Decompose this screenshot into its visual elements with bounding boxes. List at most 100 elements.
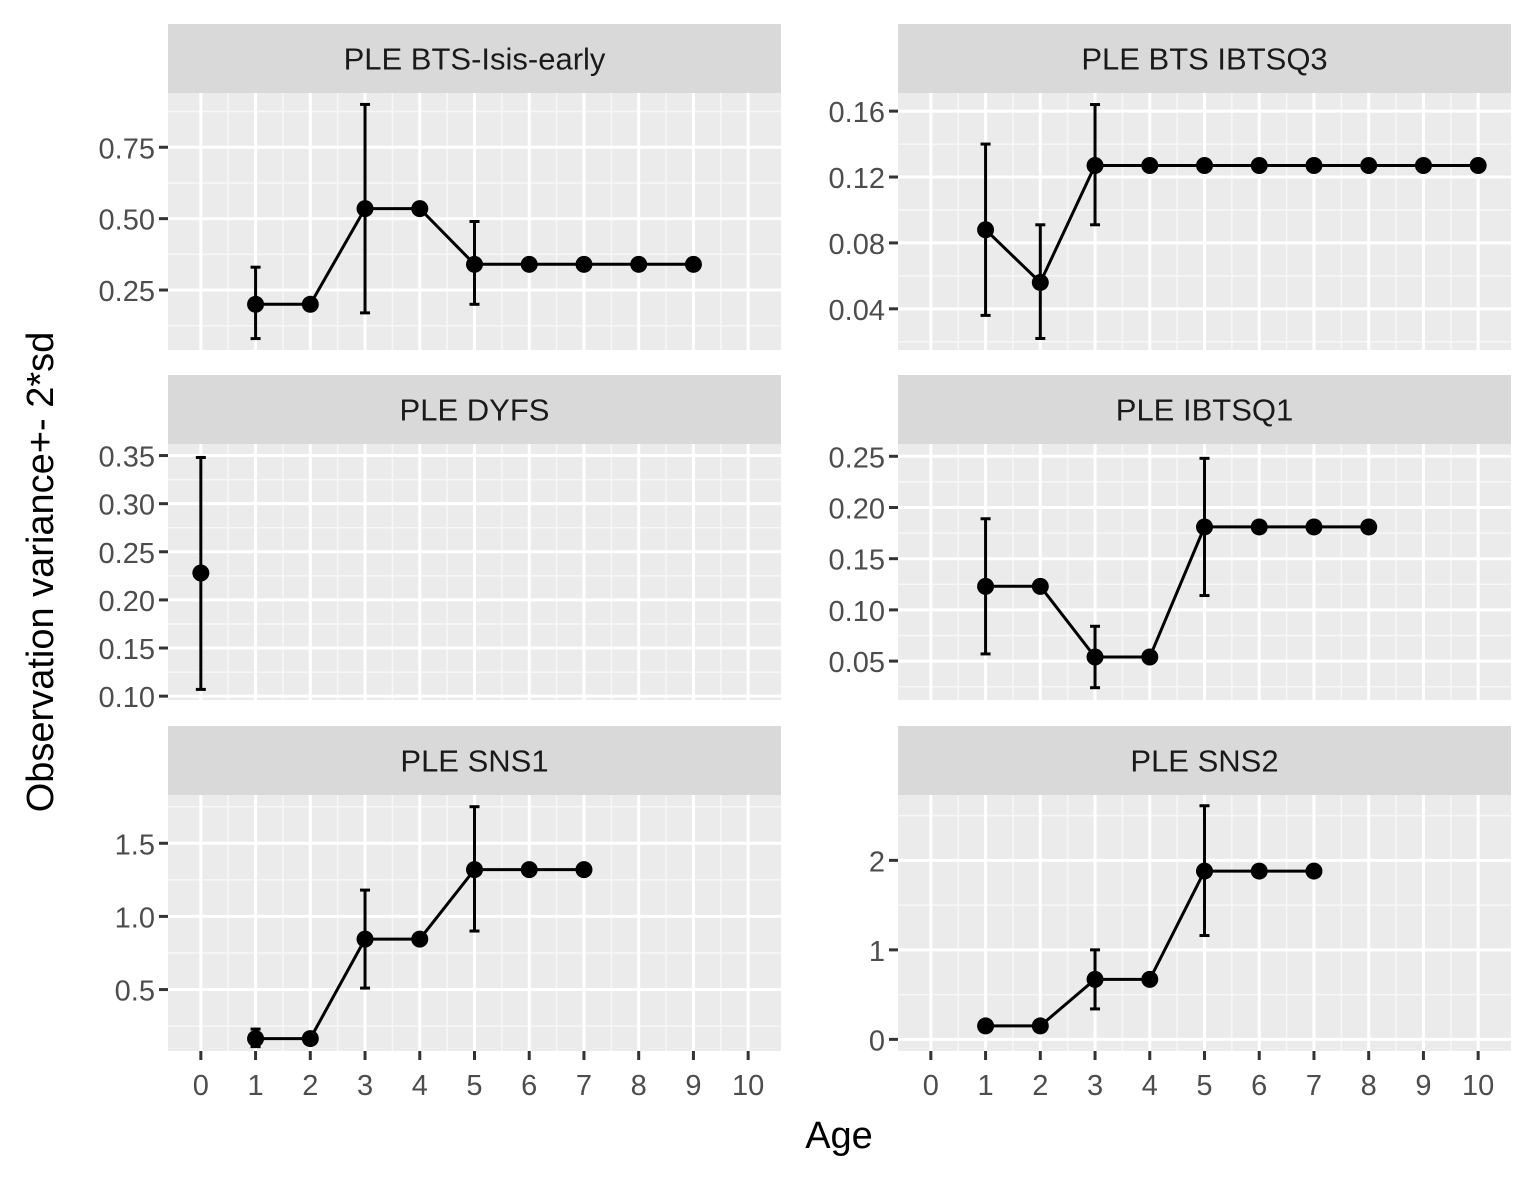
x-tick-label: 0 [923,1070,939,1102]
x-tick-label: 4 [412,1070,428,1102]
x-tick-label: 8 [1361,1070,1377,1102]
y-tick-label: 0.50 [99,205,155,237]
data-point [1250,862,1268,880]
x-tick-label: 9 [1415,1070,1431,1102]
x-tick-label: 5 [1196,1070,1212,1102]
x-tick-label: 1 [978,1070,994,1102]
data-point [247,1030,265,1048]
data-point [575,861,593,879]
x-tick-label: 8 [631,1070,647,1102]
y-tick-label: 0.16 [829,97,885,129]
data-point [1031,1017,1049,1035]
y-tick-label: 0.30 [99,490,155,522]
facet-panel: PLE BTS IBTSQ3 0.04 0.08 0.12 0.16 [829,24,1511,350]
facet-panel: PLE DYFS 0.10 0.15 0.20 0.25 0.30 0.35 [99,375,781,714]
y-tick-label: 0.20 [99,586,155,618]
x-tick-label: 1 [248,1070,264,1102]
data-point [1250,518,1268,536]
data-point [1141,648,1159,666]
x-tick-label: 4 [1142,1070,1158,1102]
data-point [1305,518,1323,536]
series-line [985,525,1369,659]
facet-panel: PLE SNS2 0 1 2 0 1 2 3 4 5 6 7 8 9 10 [869,726,1511,1102]
series-line [984,164,1479,286]
facet-strip [168,24,781,93]
y-tick-label: 0.10 [829,596,885,628]
y-tick-label: 0 [869,1025,885,1057]
data-point [1031,577,1049,595]
facet-strip [898,726,1511,795]
data-point [466,861,483,879]
y-tick-label: 0.05 [829,647,885,679]
data-point [520,255,538,273]
x-tick-label: 6 [1251,1070,1267,1102]
data-point [356,930,374,948]
data-point [1086,970,1104,988]
data-point [1031,273,1049,291]
x-tick-label: 7 [1306,1070,1322,1102]
facet-title: PLE IBTSQ1 [1116,393,1293,428]
facet-strip [898,375,1511,444]
y-tick-label: 0.12 [829,163,885,195]
x-axis-label: Age [805,1115,873,1157]
data-point [977,577,995,595]
y-tick-label: 0.35 [99,442,155,474]
x-tick-label: 2 [1032,1070,1048,1102]
y-tick-label: 0.15 [829,545,885,577]
data-point [466,255,483,273]
data-point [247,295,265,313]
data-point [630,255,648,273]
x-tick-label: 0 [193,1070,209,1102]
data-point [192,564,210,582]
data-point [301,295,319,313]
data-point [977,1017,995,1035]
x-tick-label: 6 [521,1070,537,1102]
data-point [301,1030,319,1048]
data-point [1360,518,1378,536]
data-point [356,200,374,218]
data-point [1469,156,1487,174]
data-point [411,930,429,948]
facet-strip [168,726,781,795]
data-point [520,861,538,879]
facet-title: PLE DYFS [400,393,550,428]
y-tick-label: 0.04 [829,295,885,327]
y-tick-label: 1.0 [115,902,155,934]
data-point [977,221,995,239]
y-tick-label: 2 [869,846,885,878]
y-axis-label: Observation variance+- 2*sd [20,332,62,813]
data-point [411,200,429,218]
data-point [1141,156,1159,174]
data-point [1196,862,1213,880]
y-tick-label: 0.25 [99,276,155,308]
x-tick-label: 3 [357,1070,373,1102]
y-tick-label: 1.5 [115,829,155,861]
data-point [575,255,593,273]
data-point [1196,156,1213,174]
y-tick-label: 0.15 [99,634,155,666]
y-tick-label: 0.25 [829,442,885,474]
facet-strip [898,24,1511,93]
y-tick-label: 0.25 [99,538,155,570]
x-tick-label: 10 [1462,1070,1494,1102]
facet-panel: PLE SNS1 0.5 1.0 1.5 0 1 2 3 4 5 6 7 8 9 10 [115,726,781,1102]
data-point [684,255,702,273]
data-point [1305,862,1323,880]
facet-title: PLE BTS-Isis-early [344,42,606,77]
facet-title: PLE BTS IBTSQ3 [1081,42,1327,77]
y-tick-label: 0.75 [99,133,155,165]
facet-title: PLE SNS1 [400,744,548,779]
y-tick-label: 0.08 [829,229,885,261]
data-point [1360,156,1378,174]
x-tick-label: 10 [732,1070,764,1102]
data-point [1250,156,1268,174]
y-tick-label: 0.10 [99,682,155,714]
y-tick-label: 0.5 [115,976,155,1008]
facet-strip [168,375,781,444]
x-tick-label: 9 [685,1070,701,1102]
data-point [1196,518,1213,536]
data-point [1414,156,1432,174]
data-point [1086,156,1104,174]
